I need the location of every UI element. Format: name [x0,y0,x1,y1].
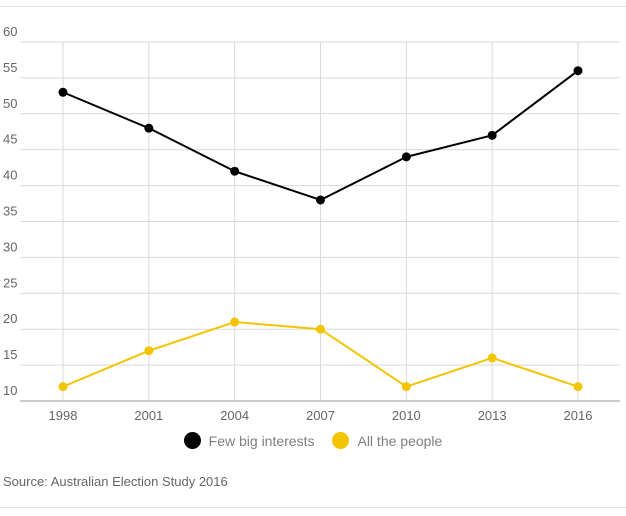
data-point-all-the-people-1998 [58,382,68,392]
bottom-rule [0,507,626,508]
data-point-all-the-people-2016 [573,382,583,392]
legend-marker-few-big-interests [183,432,201,449]
legend-marker-all-the-people [332,432,350,449]
data-point-few-big-interests-1998 [58,87,68,97]
gridlines [20,41,620,402]
legend-label-all-the-people: All the people [357,432,443,449]
y-tick-label: 55 [3,60,17,75]
x-tick-label: 2007 [306,408,335,423]
top-rule [0,6,626,7]
data-point-few-big-interests-2007 [316,195,325,205]
x-tick-label: 2010 [392,408,421,423]
y-tick-label: 30 [3,239,17,254]
x-tick-label: 2001 [134,408,163,423]
y-tick-label: 45 [3,132,17,147]
data-point-all-the-people-2010 [401,382,411,392]
source-note: Source: Australian Election Study 2016 [3,474,228,489]
data-point-all-the-people-2004 [230,317,240,327]
y-tick-label: 20 [3,311,17,326]
data-point-all-the-people-2007 [316,324,325,334]
data-point-few-big-interests-2016 [573,66,583,76]
y-axis-ticks: 10 15 20 25 30 35 40 45 50 55 60 [3,24,17,398]
data-point-few-big-interests-2004 [230,166,240,176]
x-tick-label: 2004 [220,408,249,423]
x-tick-label: 2013 [478,408,507,423]
legend-label-few-big-interests: Few big interests [208,432,315,449]
x-tick-label: 2016 [564,408,593,423]
data-point-all-the-people-2013 [487,353,497,363]
y-tick-label: 35 [3,204,17,219]
series-group [58,66,583,392]
y-tick-label: 15 [3,347,17,362]
legend-item-few-big-interests: Few big interests [183,432,315,449]
legend: Few big interests All the people [0,432,626,449]
x-axis-ticks: 1998 2001 2004 2007 2010 2013 2016 [49,408,593,423]
data-point-all-the-people-2001 [144,346,154,356]
y-tick-label: 25 [3,275,17,290]
data-point-few-big-interests-2001 [144,123,154,133]
y-tick-label: 60 [3,24,17,39]
legend-item-all-the-people: All the people [332,432,442,449]
y-tick-label: 50 [3,96,17,111]
y-tick-label: 40 [3,168,17,183]
data-point-few-big-interests-2013 [487,130,497,140]
x-tick-label: 1998 [49,408,78,423]
data-point-few-big-interests-2010 [401,152,411,162]
line-chart: 10 15 20 25 30 35 40 45 50 55 60 1998 2001 2004 2007 2… [3,24,620,423]
y-tick-label: 10 [3,383,17,398]
